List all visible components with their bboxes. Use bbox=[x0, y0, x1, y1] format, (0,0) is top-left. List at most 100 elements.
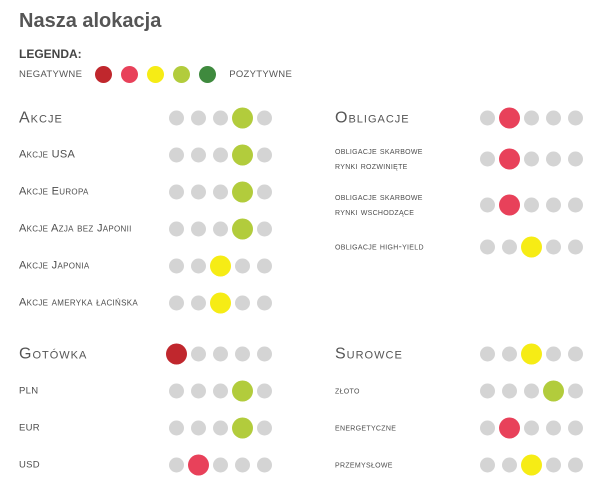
row-label: Akcje USA bbox=[19, 148, 76, 160]
rating-dot bbox=[545, 239, 561, 254]
rating-dot-selected bbox=[231, 107, 253, 129]
allocation-row: Akcje USA bbox=[19, 136, 289, 173]
allocation-row: EUR bbox=[19, 409, 289, 446]
row-label: Akcje Europa bbox=[19, 185, 89, 197]
rating-dot bbox=[567, 239, 583, 254]
rating-dots bbox=[165, 181, 275, 202]
legend: NEGATYWNE POZYTYWNE bbox=[19, 64, 292, 84]
section-gotowka: Gotówka PLN EUR USD bbox=[19, 336, 289, 483]
row-label: EUR bbox=[19, 422, 40, 433]
rating-dot bbox=[256, 295, 272, 310]
section-heading: Akcje bbox=[19, 109, 63, 127]
section-akcje: Akcje Akcje USA Akcje Europa Akcje Azja … bbox=[19, 100, 289, 321]
rating-dot bbox=[168, 457, 184, 472]
rating-dot-selected bbox=[209, 292, 231, 313]
rating-dot bbox=[256, 258, 272, 273]
rating-dot bbox=[523, 197, 539, 213]
rating-dot bbox=[479, 110, 495, 126]
section-header: Surowce bbox=[335, 336, 595, 372]
row-label: energetyczne bbox=[335, 422, 397, 433]
rating-dots bbox=[476, 236, 586, 257]
legend-dot-3 bbox=[147, 65, 165, 83]
row-label: przemysłowe bbox=[335, 459, 393, 470]
rating-dot bbox=[212, 184, 228, 199]
rating-dot bbox=[168, 184, 184, 199]
rating-dots bbox=[165, 343, 275, 365]
rating-dot-selected bbox=[498, 107, 520, 129]
rating-dot bbox=[168, 420, 184, 435]
row-label: Akcje ameryka łacińska bbox=[19, 296, 139, 308]
rating-dot bbox=[212, 457, 228, 472]
rating-dot-selected bbox=[498, 194, 520, 216]
rating-dot bbox=[479, 420, 495, 435]
rating-dot bbox=[523, 383, 539, 398]
rating-dot bbox=[256, 346, 272, 362]
rating-dot bbox=[545, 457, 561, 472]
rating-dot bbox=[256, 457, 272, 472]
legend-dot-2 bbox=[121, 65, 139, 83]
rating-dot-selected bbox=[542, 380, 564, 401]
rating-dot-selected bbox=[231, 380, 253, 401]
rating-dot bbox=[190, 295, 206, 310]
rating-dots bbox=[165, 454, 275, 475]
rating-dots bbox=[476, 107, 586, 129]
rating-dot bbox=[212, 110, 228, 126]
page-title: Nasza alokacja bbox=[19, 10, 162, 32]
rating-dots bbox=[165, 417, 275, 438]
rating-dots bbox=[476, 454, 586, 475]
rating-dot bbox=[256, 420, 272, 435]
rating-dot bbox=[567, 457, 583, 472]
rating-dot bbox=[501, 383, 517, 398]
allocation-row: obligacje skarbowe rynki rozwinięte bbox=[335, 136, 595, 182]
rating-dot bbox=[479, 151, 495, 167]
rating-dot bbox=[567, 346, 583, 362]
row-label: USD bbox=[19, 459, 40, 470]
rating-dot-selected bbox=[187, 454, 209, 475]
rating-dot bbox=[479, 346, 495, 362]
rating-dots bbox=[476, 343, 586, 365]
rating-dot bbox=[501, 346, 517, 362]
row-label: Akcje Azja bez Japonii bbox=[19, 222, 132, 234]
rating-dot bbox=[545, 110, 561, 126]
allocation-row: Akcje ameryka łacińska bbox=[19, 284, 289, 321]
row-label-line1: obligacje skarbowe bbox=[335, 146, 423, 157]
rating-dot bbox=[567, 383, 583, 398]
rating-dot bbox=[234, 346, 250, 362]
row-label: obligacje skarbowe rynki wschodzące bbox=[335, 190, 423, 220]
section-header: Akcje bbox=[19, 100, 289, 136]
rating-dot bbox=[168, 147, 184, 162]
rating-dot bbox=[190, 184, 206, 199]
rating-dot bbox=[256, 184, 272, 199]
rating-dot bbox=[567, 151, 583, 167]
section-heading: Surowce bbox=[335, 345, 403, 363]
rating-dots bbox=[165, 380, 275, 401]
allocation-row: obligacje high-yield bbox=[335, 228, 595, 265]
row-label: PLN bbox=[19, 385, 39, 396]
section-heading: Obligacje bbox=[335, 109, 410, 127]
rating-dots bbox=[476, 380, 586, 401]
rating-dot bbox=[234, 258, 250, 273]
rating-dot bbox=[190, 346, 206, 362]
rating-dot-selected bbox=[520, 343, 542, 365]
rating-dot bbox=[212, 346, 228, 362]
rating-dot bbox=[190, 258, 206, 273]
section-obligacje: Obligacje obligacje skarbowe rynki rozwi… bbox=[335, 100, 595, 265]
row-label: obligacje high-yield bbox=[335, 241, 424, 252]
rating-dot-selected bbox=[520, 236, 542, 257]
rating-dot bbox=[212, 383, 228, 398]
section-header: Obligacje bbox=[335, 100, 595, 136]
rating-dots bbox=[165, 107, 275, 129]
row-label: złoto bbox=[335, 385, 360, 396]
rating-dot bbox=[168, 295, 184, 310]
rating-dot-selected bbox=[209, 255, 231, 276]
rating-dot bbox=[190, 110, 206, 126]
rating-dot bbox=[523, 420, 539, 435]
rating-dot-selected bbox=[231, 144, 253, 165]
rating-dot bbox=[190, 147, 206, 162]
rating-dot bbox=[479, 197, 495, 213]
row-label: obligacje skarbowe rynki rozwinięte bbox=[335, 144, 423, 174]
rating-dots bbox=[476, 194, 586, 216]
allocation-row: USD bbox=[19, 446, 289, 483]
rating-dot bbox=[190, 383, 206, 398]
rating-dot bbox=[479, 383, 495, 398]
